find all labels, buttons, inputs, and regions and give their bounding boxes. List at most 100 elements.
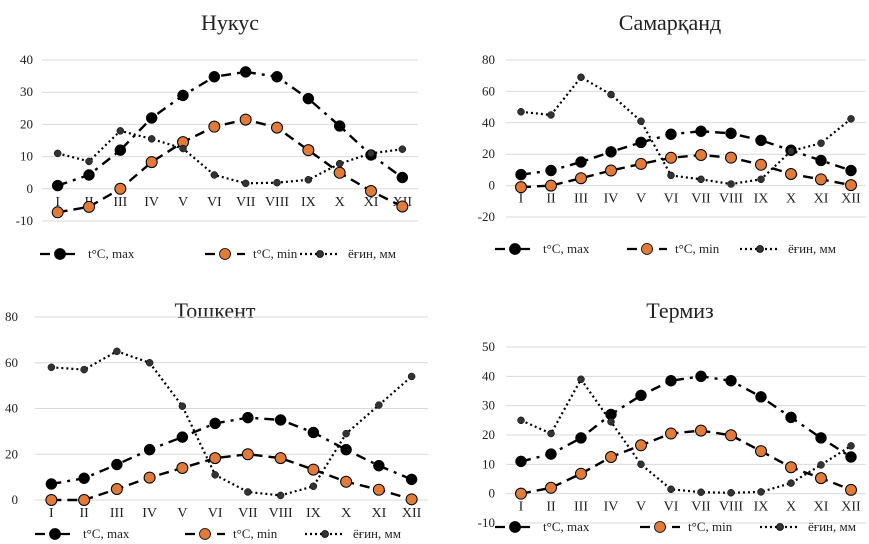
series-line-max	[520, 375, 852, 463]
data-point-precip	[210, 171, 219, 179]
x-tick-label: VI	[664, 500, 679, 515]
data-point-min	[365, 185, 377, 198]
data-point-precip	[304, 176, 313, 184]
x-tick-label: III	[574, 192, 588, 207]
data-point-precip	[179, 144, 187, 153]
y-tick-label: 10	[20, 149, 33, 164]
data-point-min	[241, 448, 254, 461]
y-tick-label: 0	[12, 492, 19, 507]
data-point-max	[307, 426, 320, 439]
data-point-min	[83, 200, 95, 213]
data-point-precip	[787, 147, 795, 155]
data-point-min	[785, 461, 797, 474]
data-point-precip	[113, 347, 121, 356]
y-tick-label: 40	[482, 115, 495, 130]
x-tick-label: VIII	[719, 500, 743, 515]
data-point-precip	[241, 179, 250, 188]
data-point-min	[515, 181, 527, 194]
data-point-precip	[727, 180, 735, 188]
legend-marker-max	[509, 521, 521, 533]
series-line-precip	[520, 377, 852, 494]
legend-label-min: t°C, min	[233, 526, 278, 541]
data-point-precip	[85, 157, 93, 166]
x-tick-label: V	[636, 500, 646, 515]
data-point-min	[545, 481, 557, 494]
data-point-max	[755, 391, 767, 403]
data-point-max	[177, 89, 189, 102]
data-point-precip	[847, 115, 855, 123]
data-point-min	[815, 472, 827, 485]
x-tick-label: VII	[691, 192, 711, 207]
data-point-min	[78, 494, 91, 506]
data-point-max	[635, 136, 647, 149]
legend-marker-precip	[756, 245, 764, 253]
data-point-min	[405, 493, 418, 506]
data-point-max	[111, 458, 123, 471]
data-point-max	[635, 389, 647, 402]
legend-label-max: t°C, max	[88, 246, 135, 261]
y-tick-label: -10	[16, 213, 33, 228]
data-point-precip	[375, 401, 383, 409]
chart-title: Термиз	[646, 298, 713, 323]
x-tick-label: XI	[814, 192, 829, 207]
data-point-precip	[817, 139, 825, 147]
data-point-min	[274, 452, 287, 465]
x-tick-label: X	[341, 506, 351, 521]
data-point-precip	[517, 108, 525, 116]
data-point-max	[143, 443, 156, 456]
data-point-precip	[335, 159, 344, 168]
data-point-min	[114, 182, 127, 195]
y-tick-label: 40	[5, 401, 18, 416]
data-point-max	[695, 370, 707, 383]
data-point-min	[695, 148, 707, 161]
data-point-min	[725, 429, 737, 442]
data-point-max	[815, 432, 827, 444]
data-point-precip	[607, 418, 615, 426]
y-tick-label: 0	[489, 486, 496, 501]
data-point-min	[333, 166, 346, 179]
data-point-precip	[244, 488, 252, 496]
data-point-max	[51, 179, 64, 192]
legend-label-min: t°C, min	[688, 519, 733, 534]
data-point-precip	[147, 135, 156, 143]
x-tick-label: IV	[144, 195, 159, 210]
data-point-min	[665, 427, 677, 440]
data-point-max	[239, 66, 252, 78]
data-point-min	[176, 461, 189, 474]
legend-label-max: t°C, max	[543, 241, 590, 256]
data-point-max	[145, 112, 158, 124]
data-point-precip	[145, 359, 154, 367]
data-point-precip	[517, 416, 525, 425]
data-point-precip	[211, 471, 219, 479]
y-tick-label: 20	[5, 446, 18, 461]
data-point-max	[755, 134, 767, 147]
legend-label-min: t°C, min	[675, 241, 720, 256]
data-point-precip	[847, 442, 855, 450]
data-point-max	[515, 455, 527, 468]
data-point-min	[755, 158, 767, 171]
x-tick-label: IX	[754, 500, 769, 515]
y-tick-label: 60	[482, 83, 495, 98]
data-point-max	[695, 125, 707, 138]
data-point-min	[755, 445, 767, 458]
data-point-precip	[116, 127, 125, 135]
data-point-max	[333, 120, 346, 132]
data-point-min	[372, 483, 385, 496]
x-tick-label: IX	[754, 192, 769, 207]
y-tick-label: 20	[482, 146, 495, 161]
data-point-precip	[727, 489, 735, 497]
x-tick-label: XI	[364, 195, 379, 210]
data-point-precip	[757, 175, 765, 184]
data-point-min	[143, 471, 156, 484]
data-point-precip	[407, 372, 416, 381]
data-point-min	[665, 151, 677, 164]
data-point-max	[83, 169, 95, 181]
data-point-min	[239, 113, 252, 126]
data-point-precip	[273, 178, 281, 187]
series-line-min	[520, 153, 852, 189]
legend-marker-precip	[776, 523, 784, 531]
x-tick-label: VII	[691, 500, 711, 515]
